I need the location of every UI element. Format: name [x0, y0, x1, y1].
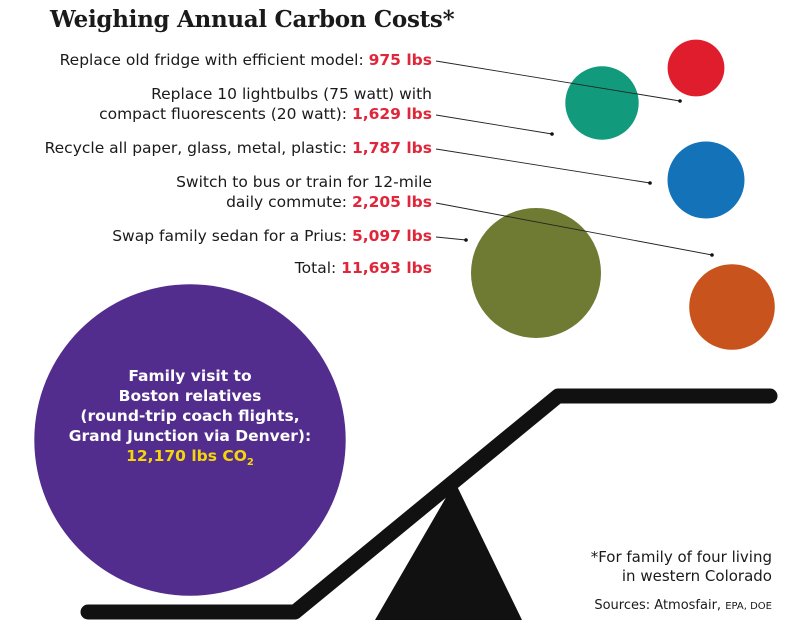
balance-scale: [80, 388, 778, 620]
item-label: Replace 10 lightbulbs (75 watt) with comp…: [99, 84, 432, 124]
leader-dot: [678, 99, 682, 103]
footnote-line: *For family of four living: [590, 548, 772, 566]
bubble-item-3: [689, 264, 775, 350]
item-label-line: Switch to bus or train for 12-mile: [176, 173, 432, 191]
footnote: *For family of four living in western Co…: [591, 548, 772, 586]
leader-dot: [710, 253, 714, 257]
bubbles: [471, 39, 775, 350]
comparison-line: (round-trip coach flights,: [80, 407, 300, 425]
leader-line: [435, 148, 651, 184]
item-label-line: Swap family sedan for a Prius: 5,097 lbs: [112, 227, 432, 245]
item-label: Recycle all paper, glass, metal, plastic…: [45, 138, 432, 158]
leader-dot: [464, 238, 468, 242]
leader-line: [435, 202, 713, 256]
item-label: Switch to bus or train for 12-mile daily …: [176, 172, 432, 212]
sources-credit: Sources: Atmosfair, EPA, DOE: [594, 598, 772, 613]
sources-label: Sources: Atmosfair,: [594, 598, 722, 613]
comparison-line: Family visit to: [128, 367, 252, 385]
item-label-line: Replace old fridge with efficient model:…: [59, 51, 432, 69]
leader-lines: [435, 60, 714, 257]
item-value: 1,629 lbs: [351, 105, 432, 123]
item-value: 975 lbs: [368, 51, 432, 69]
chart-title: Weighing Annual Carbon Costs*: [50, 6, 455, 33]
bubble-item-1: [565, 66, 639, 140]
comparison-label: Family visit to Boston relatives (round-…: [40, 366, 340, 473]
leader-dot: [648, 181, 652, 185]
item-label: Swap family sedan for a Prius: 5,097 lbs: [112, 226, 432, 246]
leader-line: [435, 114, 553, 135]
leader-line: [435, 236, 467, 241]
total-label: Total:: [294, 259, 337, 277]
total-row: Total: 11,693 lbs: [295, 258, 432, 278]
total-value: 11,693 lbs: [341, 259, 432, 277]
item-label-line: Recycle all paper, glass, metal, plastic…: [44, 139, 432, 157]
scale-beam: [80, 388, 778, 620]
comparison-value: 12,170 lbs CO2: [126, 447, 254, 469]
sources-rest: EPA, DOE: [725, 601, 772, 612]
bubble-item-4: [471, 208, 601, 338]
comparison-line: Grand Junction via Denver):: [68, 427, 312, 445]
item-label-line: Replace 10 lightbulbs (75 watt) with: [151, 85, 432, 103]
comparison-line: Boston relatives: [118, 387, 262, 405]
item-value: 1,787 lbs: [351, 139, 432, 157]
item-label-line: daily commute: 2,205 lbs: [226, 193, 432, 211]
bubble-comparison: [34, 284, 346, 596]
item-label-line: compact fluorescents (20 watt): 1,629 lb…: [99, 105, 432, 123]
bubble-item-0: [667, 39, 725, 97]
leader-line: [435, 60, 681, 102]
leader-dot: [550, 132, 554, 136]
footnote-line: in western Colorado: [621, 567, 772, 585]
item-value: 2,205 lbs: [351, 193, 432, 211]
scale-fulcrum: [375, 482, 522, 620]
bubble-item-2: [667, 141, 745, 219]
item-label: Replace old fridge with efficient model:…: [60, 50, 432, 70]
item-value: 5,097 lbs: [351, 227, 432, 245]
